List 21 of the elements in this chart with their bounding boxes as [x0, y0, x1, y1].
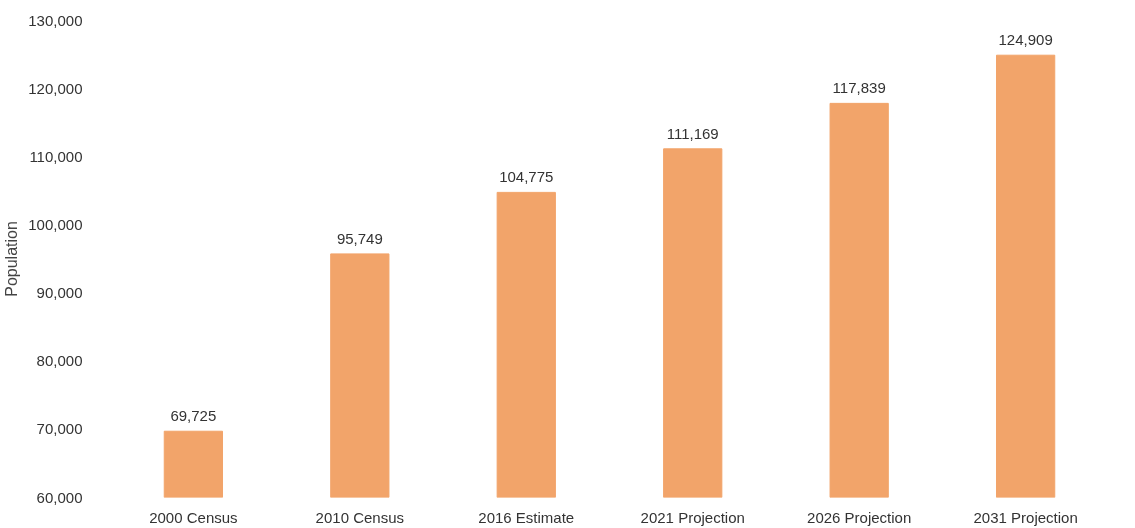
data-label: 117,839	[832, 79, 886, 97]
x-tick-label: 2000 Census	[149, 508, 238, 526]
y-tick-label: 70,000	[36, 420, 83, 438]
y-tick-label: 130,000	[28, 11, 83, 29]
x-tick-label: 2021 Projection	[640, 508, 745, 526]
data-label: 95,749	[336, 229, 383, 247]
y-tick-label: 80,000	[36, 352, 83, 370]
y-tick-label: 120,000	[28, 79, 83, 97]
x-tick-label: 2026 Projection	[807, 508, 912, 526]
y-tick-label: 110,000	[29, 147, 83, 165]
data-label: 124,909	[998, 31, 1053, 49]
x-tick-label: 2016 Estimate	[478, 508, 575, 526]
data-label: 69,725	[170, 407, 217, 425]
data-label: 104,775	[499, 168, 554, 186]
y-tick-label: 90,000	[36, 284, 83, 302]
y-tick-label: 100,000	[28, 215, 83, 233]
x-tick-label: 2010 Census	[315, 508, 405, 526]
data-label: 111,169	[666, 124, 719, 142]
x-tick-label: 2031 Projection	[973, 508, 1078, 526]
y-axis-title: Population	[3, 221, 21, 297]
y-tick-label: 60,000	[36, 488, 83, 506]
